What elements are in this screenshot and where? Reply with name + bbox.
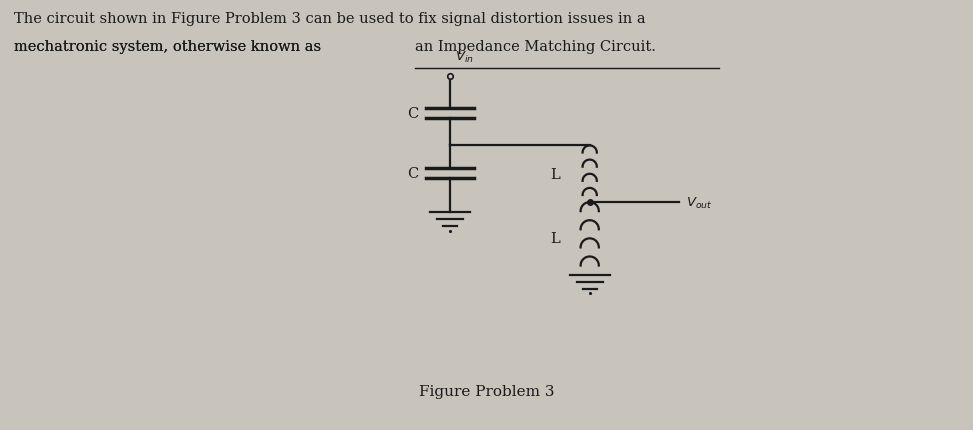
Text: $V_{out}$: $V_{out}$ (686, 195, 713, 210)
Text: an Impedance Matching Circuit.: an Impedance Matching Circuit. (415, 40, 657, 54)
Text: C: C (407, 167, 418, 181)
Text: The circuit shown in Figure Problem 3 can be used to fix signal distortion issue: The circuit shown in Figure Problem 3 ca… (15, 12, 646, 26)
Text: L: L (550, 167, 559, 181)
Text: mechatronic system, otherwise known as: mechatronic system, otherwise known as (15, 40, 326, 54)
Text: C: C (407, 106, 418, 120)
Text: an Impedance Matching Circuit: an Impedance Matching Circuit (415, 40, 652, 54)
Text: mechatronic system, otherwise known as: mechatronic system, otherwise known as (15, 40, 326, 54)
Text: L: L (550, 232, 559, 246)
Text: Figure Problem 3: Figure Problem 3 (419, 384, 555, 398)
Text: $V_{in}$: $V_{in}$ (455, 50, 474, 65)
